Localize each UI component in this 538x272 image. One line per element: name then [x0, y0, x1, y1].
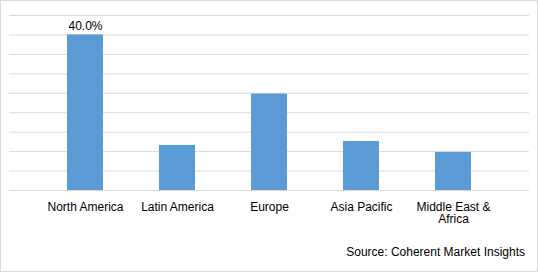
svg-text:North America: North America	[47, 200, 123, 214]
svg-text:Latin America: Latin America	[141, 200, 214, 214]
svg-text:Europe: Europe	[250, 200, 289, 214]
svg-text:Asia Pacific: Asia Pacific	[330, 200, 392, 214]
html-text:Source: Coherent Market Insigh: Source: Coherent Market Insights	[346, 245, 525, 259]
svg-text:Middle East &Africa: Middle East &Africa	[416, 200, 490, 226]
svg-text:40.0%: 40.0%	[68, 19, 102, 33]
